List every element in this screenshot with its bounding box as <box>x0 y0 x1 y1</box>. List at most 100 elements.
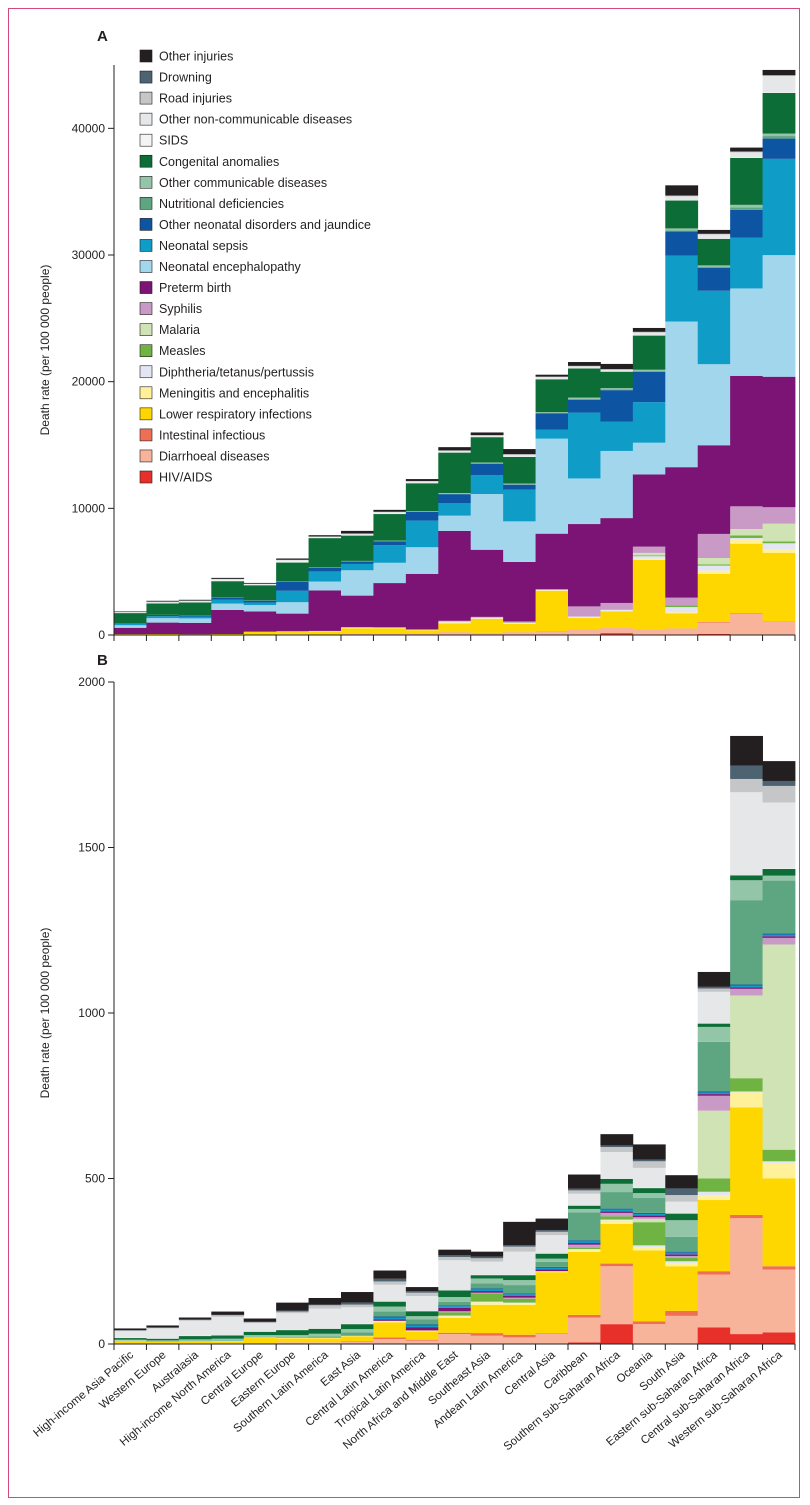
bar-segment-other-non-communicable-diseases <box>114 612 147 613</box>
bar-segment-syphilis <box>470 1292 504 1294</box>
bar-segment-meningitis-and-encephalitis <box>503 1303 536 1305</box>
bar-segment-sids <box>373 513 407 515</box>
bar-segment-other-neonatal-disorders-and-jaundice <box>146 614 180 617</box>
bar-segment-neonatal-encephalopathy <box>438 515 472 531</box>
bar-segment-neonatal-sepsis <box>632 1213 666 1216</box>
bar-segment-other-injuries <box>308 1297 342 1305</box>
bar-segment-syphilis <box>632 1217 666 1219</box>
bar-segment-nutritional-deficiencies <box>632 371 666 372</box>
bar-segment-other-neonatal-disorders-and-jaundice <box>373 1316 407 1318</box>
bar-segment-other-non-communicable-diseases <box>438 450 472 453</box>
bar-segment-drowning <box>632 1159 666 1162</box>
bar-segment-road-injuries <box>503 1246 536 1252</box>
bar-segment-lower-respiratory-infections <box>405 1331 439 1340</box>
bar-segment-lower-respiratory-infections <box>276 1338 309 1343</box>
bar-segment-intestinal-infectious <box>341 1341 374 1343</box>
bar-segment-other-injuries <box>438 1249 472 1256</box>
bar-segment-other-non-communicable-diseases <box>341 533 374 536</box>
bar-segment-meningitis-and-encephalitis <box>568 1250 601 1252</box>
bar-segment-lower-respiratory-infections <box>665 613 699 629</box>
bar-segment-diarrhoeal-diseases <box>276 1342 309 1344</box>
bar-segment-neonatal-sepsis <box>405 520 439 548</box>
bar-segment-preterm-birth <box>600 518 634 603</box>
bar-segment-other-non-communicable-diseases <box>470 435 504 437</box>
bar-segment-other-non-communicable-diseases <box>308 536 342 538</box>
bar-segment-neonatal-sepsis <box>211 599 245 604</box>
bar-segment-other-neonatal-disorders-and-jaundice <box>373 541 407 546</box>
bar-segment-preterm-birth <box>341 595 374 628</box>
bar-segment-other-communicable-diseases <box>535 1258 569 1262</box>
bar-segment-preterm-birth <box>762 936 796 938</box>
bar-segment-neonatal-sepsis <box>535 429 569 439</box>
bar-segment-neonatal-sepsis <box>341 563 374 571</box>
bar-segment-preterm-birth <box>568 1243 601 1245</box>
bar-segment-lower-respiratory-infections <box>697 1200 731 1272</box>
bar-segment-lower-respiratory-infections <box>114 634 147 635</box>
bar-segment-preterm-birth <box>211 609 245 634</box>
bar-segment-other-non-communicable-diseases <box>730 792 763 875</box>
bar-segment-preterm-birth <box>373 1319 407 1321</box>
legend-swatch-hiv-aids <box>139 470 153 484</box>
bar-segment-nutritional-deficiencies <box>503 1285 536 1294</box>
bar-segment-congenital-anomalies <box>600 371 634 389</box>
bar-segment-congenital-anomalies <box>470 1275 504 1279</box>
bar-segment-preterm-birth <box>632 1215 666 1218</box>
bar-segment-meningitis-and-encephalitis <box>762 548 796 553</box>
bar-segment-drowning <box>535 1230 569 1232</box>
bar-segment-other-injuries <box>114 1328 147 1331</box>
bar-segment-other-communicable-diseases <box>535 412 569 413</box>
bar-segment-other-communicable-diseases <box>438 493 472 494</box>
bar-segment-meningitis-and-encephalitis <box>470 618 504 619</box>
bar-segment-lower-respiratory-infections <box>308 631 342 635</box>
bar-segment-measles <box>470 1293 504 1302</box>
bar-segment-other-neonatal-disorders-and-jaundice <box>178 615 212 617</box>
bar-segment-intestinal-infectious <box>470 1333 504 1336</box>
bar-segment-congenital-anomalies <box>568 1205 601 1209</box>
bar-segment-lower-respiratory-infections <box>373 1322 407 1338</box>
bar-segment-other-neonatal-disorders-and-jaundice <box>276 581 309 591</box>
bar-segment-diphtheria-tetanus-pertussis <box>568 616 601 618</box>
bar-segment-lower-respiratory-infections <box>308 1338 342 1343</box>
bar-segment-syphilis <box>665 1255 699 1258</box>
bar-segment-drowning <box>276 1310 309 1312</box>
bar-segment-other-injuries <box>762 761 796 781</box>
y-tick-label: 500 <box>85 1172 105 1186</box>
bar-segment-congenital-anomalies <box>114 613 147 624</box>
bar-segment-diphtheria-tetanus-pertussis <box>632 1245 666 1248</box>
bar-segment-lower-respiratory-infections <box>146 633 180 635</box>
bar-segment-congenital-anomalies <box>211 1335 245 1339</box>
bar-segment-drowning <box>373 1278 407 1282</box>
bar-segment-diphtheria-tetanus-pertussis <box>503 622 536 624</box>
bar-segment-nutritional-deficiencies <box>470 1283 504 1289</box>
bar-segment-diphtheria-tetanus-pertussis <box>438 1315 472 1317</box>
bar-segment-lower-respiratory-infections <box>632 560 666 630</box>
bar-segment-nutritional-deficiencies <box>632 1198 666 1213</box>
bar-segment-measles <box>697 564 731 566</box>
bar-segment-diarrhoeal-diseases <box>308 1342 342 1344</box>
bar-segment-meningitis-and-encephalitis <box>568 617 601 619</box>
bar-segment-congenital-anomalies <box>243 585 277 601</box>
bar-segment-meningitis-and-encephalitis <box>405 1330 439 1332</box>
bar-segment-other-communicable-diseases <box>503 483 536 485</box>
bar-segment-diarrhoeal-diseases <box>568 629 601 635</box>
bar-segment-intestinal-infectious <box>405 1339 439 1341</box>
legend-swatch-sids <box>139 133 153 147</box>
bar-segment-road-injuries <box>665 1195 699 1202</box>
bar-segment-intestinal-infectious <box>762 1266 796 1270</box>
figure-frame: A Death rate (per 100 000 people) 0 10000 20… <box>8 8 800 1498</box>
bar-segment-preterm-birth <box>470 549 504 617</box>
bar-segment-lower-respiratory-infections <box>697 573 731 622</box>
bar-segment-road-injuries <box>276 1311 309 1314</box>
bar-segment-congenital-anomalies <box>697 1023 731 1027</box>
bar-segment-intestinal-infectious <box>762 621 796 622</box>
bar-segment-diarrhoeal-diseases <box>600 1266 634 1325</box>
bar-segment-other-communicable-diseases <box>697 1026 731 1042</box>
bar-segment-drowning <box>568 1188 601 1191</box>
bar-segment-malaria <box>632 552 666 556</box>
bar-segment-congenital-anomalies <box>535 379 569 413</box>
legend-swatch-other-communicable-diseases <box>139 176 153 189</box>
bar-segment-meningitis-and-encephalitis <box>405 629 439 631</box>
bar-segment-congenital-anomalies <box>470 437 504 463</box>
bar-segment-other-communicable-diseases <box>632 369 666 372</box>
